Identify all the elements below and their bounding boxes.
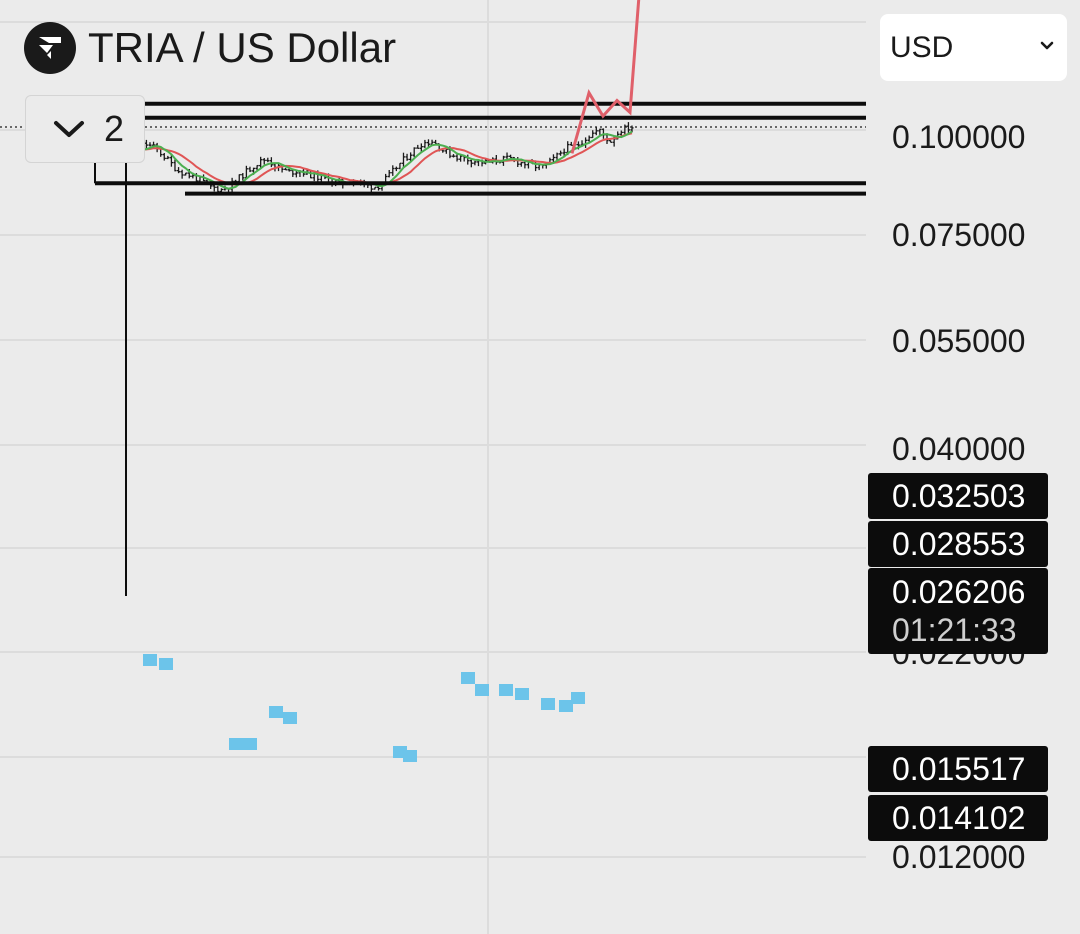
candle <box>523 161 527 169</box>
currency-value: USD <box>890 30 954 64</box>
current-price-tag[interactable]: 0.026206 01:21:33 <box>868 568 1048 654</box>
candle <box>373 186 377 190</box>
signal-marker <box>243 738 257 750</box>
axis-tick-label: 0.012000 <box>892 839 1026 875</box>
signal-marker <box>229 738 243 750</box>
candle <box>284 167 288 171</box>
candle <box>587 135 591 142</box>
signal-marker <box>541 698 555 710</box>
projection-path <box>570 0 641 154</box>
candle <box>401 152 406 168</box>
axis-tick-label: 0.100000 <box>892 119 1026 155</box>
candle <box>176 167 181 174</box>
signal-marker <box>475 684 489 696</box>
candle <box>519 161 523 167</box>
candle <box>180 169 184 179</box>
collapse-indicators-button[interactable]: 2 <box>25 95 145 163</box>
candle <box>505 152 509 160</box>
candle <box>434 139 438 145</box>
signal-marker <box>143 654 157 666</box>
fast-ma-line <box>121 130 633 190</box>
candle <box>259 156 263 169</box>
candle <box>623 124 627 135</box>
signal-marker <box>159 658 173 670</box>
candle <box>387 170 391 178</box>
current-price: 0.026206 <box>892 574 1026 610</box>
candle <box>266 157 270 163</box>
signal-marker <box>499 684 513 696</box>
candle <box>591 130 595 139</box>
candle <box>241 173 245 181</box>
candle <box>473 160 477 166</box>
axis-tick-label: 0.075000 <box>892 217 1026 253</box>
candle <box>184 172 188 176</box>
signal-marker <box>283 712 297 724</box>
signal-marker <box>403 750 417 762</box>
candle <box>166 155 170 160</box>
resistance-tag[interactable]: 0.028553 <box>868 521 1048 567</box>
candle <box>173 159 177 172</box>
level-lines-layer[interactable] <box>0 101 866 596</box>
candle <box>148 142 152 147</box>
candle <box>398 162 402 170</box>
candle <box>558 150 563 156</box>
candle <box>569 141 573 146</box>
lower-support-tag[interactable]: 0.014102 <box>868 795 1048 841</box>
candle <box>162 153 166 161</box>
signal-marker <box>571 692 585 704</box>
signal-markers-layer <box>143 654 585 762</box>
upper-resistance-tag[interactable]: 0.032503 <box>868 473 1048 519</box>
moving-averages-layer <box>121 130 633 190</box>
candle <box>444 148 448 154</box>
candle <box>419 143 423 152</box>
candle <box>412 147 416 158</box>
axis-tick-label: 0.055000 <box>892 323 1026 359</box>
candle <box>451 154 456 158</box>
candle <box>294 170 298 178</box>
bar-countdown: 01:21:33 <box>892 612 1017 648</box>
candle <box>394 166 398 172</box>
candle <box>594 127 598 136</box>
candle <box>376 186 381 191</box>
candle <box>291 169 295 177</box>
candle <box>509 154 513 159</box>
tria-logo-icon <box>24 22 76 74</box>
candle <box>430 139 434 145</box>
candle <box>405 153 409 161</box>
support-tag[interactable]: 0.015517 <box>868 746 1048 792</box>
candle <box>416 144 420 149</box>
candle <box>391 165 395 176</box>
signal-marker <box>515 688 529 700</box>
signal-marker <box>559 700 573 712</box>
candle <box>144 139 149 149</box>
candle <box>269 157 273 168</box>
indicator-count: 2 <box>104 108 125 149</box>
candle <box>262 158 266 165</box>
signal-marker <box>461 672 475 684</box>
candle <box>459 155 463 162</box>
axis-tick-label: 0.040000 <box>892 431 1026 467</box>
candle <box>598 128 602 135</box>
projection-layer[interactable] <box>570 0 654 154</box>
pair-title: TRIA / US Dollar <box>88 24 397 71</box>
signal-marker <box>269 706 283 718</box>
candle <box>248 166 252 173</box>
candle <box>608 139 613 143</box>
candle <box>423 139 427 149</box>
currency-select[interactable]: USD <box>880 14 1067 81</box>
chevron-down-icon <box>1039 39 1055 57</box>
chevron-down-icon <box>52 117 88 141</box>
candle <box>169 154 174 167</box>
candle <box>626 122 631 133</box>
